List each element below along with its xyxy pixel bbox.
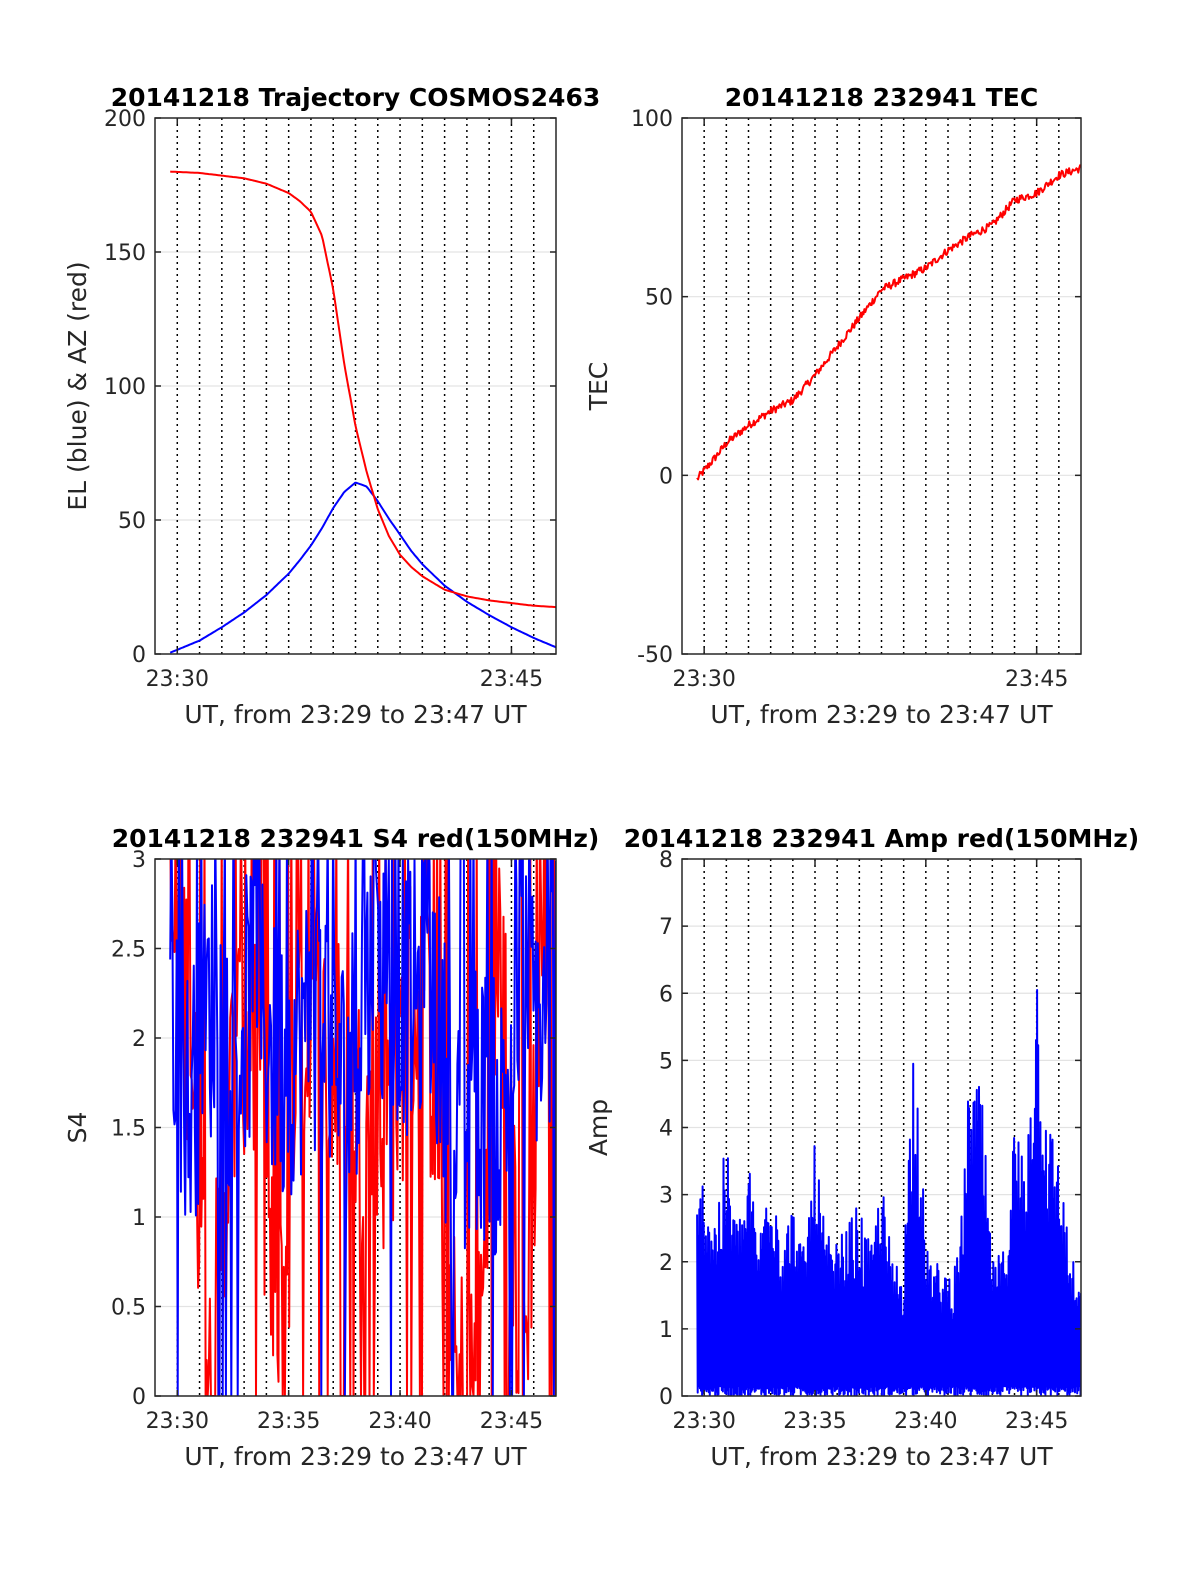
- series-line: [170, 170, 556, 609]
- y-axis-label: EL (blue) & AZ (red): [63, 261, 92, 510]
- x-tick-label: 23:40: [368, 1409, 431, 1434]
- y-tick-label: 100: [631, 107, 673, 132]
- x-tick-label: 23:30: [672, 1409, 735, 1434]
- panel-2: -50 0 50 100 23:30 23:45 20141218 232941 TEC UT…: [584, 83, 1082, 729]
- x-axis-label: UT, from 23:29 to 23:47 UT: [710, 1442, 1053, 1471]
- chart-title: 20141218 Trajectory COSMOS2463: [111, 83, 601, 112]
- y-tick-label: 2: [659, 1251, 673, 1276]
- y-tick-label: 50: [118, 509, 146, 534]
- x-tick-label: 23:30: [146, 667, 209, 692]
- x-tick-label: 23:45: [1005, 1409, 1068, 1434]
- y-tick-label: 0: [132, 643, 146, 668]
- chart-title: 20141218 232941 S4 red(150MHz): [112, 824, 600, 853]
- y-tick-label: 8: [659, 848, 673, 873]
- x-tick-label: 23:45: [1005, 667, 1068, 692]
- y-tick-label: 1: [132, 1206, 146, 1231]
- y-tick-label: 6: [659, 982, 673, 1007]
- series-line: [169, 859, 556, 1396]
- x-tick-label: 23:35: [783, 1409, 846, 1434]
- series-line: [169, 481, 556, 654]
- series-group: [696, 989, 1081, 1396]
- chart-title: 20141218 232941 Amp red(150MHz): [624, 824, 1140, 853]
- chart-title: 20141218 232941 TEC: [725, 83, 1038, 112]
- series-line: [696, 164, 1081, 481]
- y-tick-label: 0: [659, 464, 673, 489]
- x-tick-label: 23:40: [894, 1409, 957, 1434]
- y-tick-label: 2.5: [111, 938, 146, 963]
- y-tick-label: 1: [659, 1318, 673, 1343]
- y-tick-label: 2: [132, 1027, 146, 1052]
- y-tick-label: 50: [645, 286, 673, 311]
- y-tick-label: 0: [132, 1385, 146, 1410]
- x-tick-label: 23:45: [480, 667, 543, 692]
- series-group: [169, 859, 556, 1396]
- x-tick-label: 23:45: [480, 1409, 543, 1434]
- y-axis-label: Amp: [584, 1099, 613, 1156]
- y-axis-label: TEC: [584, 362, 613, 412]
- axes-box: [681, 117, 1082, 655]
- series-group: [696, 164, 1081, 481]
- y-tick-label: 0.5: [111, 1296, 146, 1321]
- y-tick-label: 150: [104, 241, 146, 266]
- x-tick-label: 23:30: [672, 667, 735, 692]
- x-axis-label: UT, from 23:29 to 23:47 UT: [184, 1442, 527, 1471]
- x-tick-label: 23:30: [146, 1409, 209, 1434]
- y-tick-label: 5: [659, 1049, 673, 1074]
- y-tick-label: 0: [659, 1385, 673, 1410]
- y-tick-label: 100: [104, 375, 146, 400]
- series-line: [696, 989, 1081, 1396]
- x-axis-label: UT, from 23:29 to 23:47 UT: [184, 700, 527, 729]
- y-tick-label: 200: [104, 107, 146, 132]
- x-axis-label: UT, from 23:29 to 23:47 UT: [710, 700, 1053, 729]
- x-tick-label: 23:35: [257, 1409, 320, 1434]
- panel-1: 0 50 100 150 200 23:30 23:45 20141218 Trajector…: [63, 83, 600, 729]
- y-axis-label: S4: [63, 1112, 92, 1144]
- y-tick-label: 3: [132, 848, 146, 873]
- series-line: [169, 859, 556, 1396]
- series-group: [169, 170, 556, 654]
- y-tick-label: 4: [659, 1117, 673, 1142]
- panel-4: 0 1 2 3 4 5 6 7 8 23:30 23:35 23:40 23:45 20141218 23…: [584, 824, 1139, 1471]
- y-tick-label: 7: [659, 915, 673, 940]
- y-tick-label: 3: [659, 1184, 673, 1209]
- panel-3: 0 0.5 1 1.5 2 2.5 3 23:30 23:35 23:40 23:45 2014121…: [63, 824, 600, 1471]
- y-tick-label: 1.5: [111, 1117, 146, 1142]
- y-tick-label: -50: [637, 643, 673, 668]
